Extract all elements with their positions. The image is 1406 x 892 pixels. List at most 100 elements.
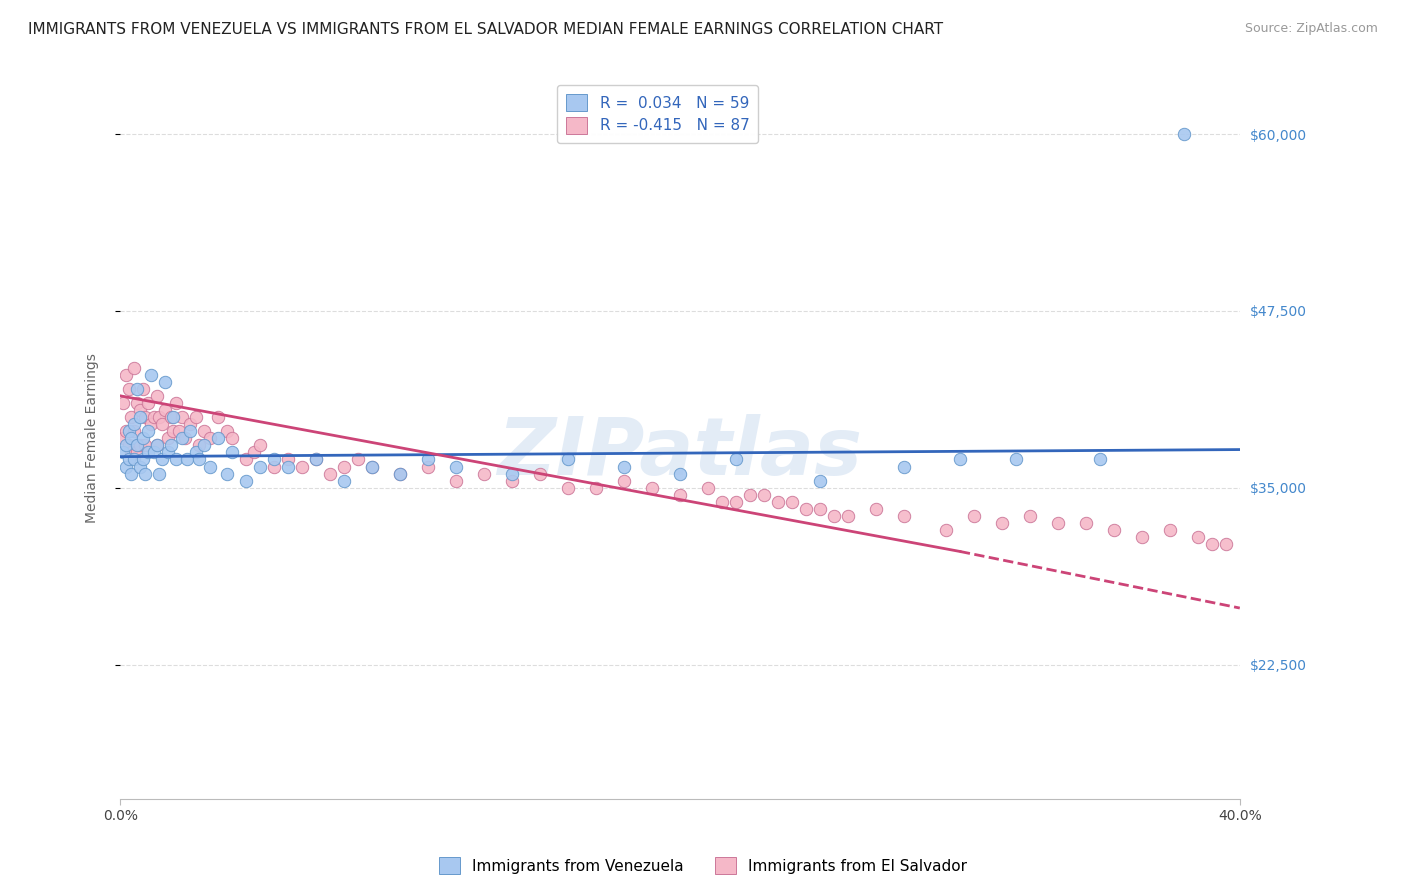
Point [170,431,193,445]
Point [557,481,579,495]
Point [935,523,957,537]
Point [125,445,148,459]
Point [128,459,150,474]
Point [808,474,831,488]
Point [122,452,145,467]
Point [117,452,139,467]
Point [243,445,266,459]
Point [179,424,201,438]
Point [139,368,162,382]
Point [557,452,579,467]
Point [148,410,170,425]
Point [153,403,176,417]
Point [114,368,136,382]
Point [215,467,238,481]
Point [184,410,207,425]
Point [136,424,159,438]
Point [136,396,159,410]
Point [613,459,636,474]
Point [235,452,257,467]
Point [444,459,467,474]
Point [724,495,747,509]
Point [291,459,314,474]
Point [710,495,733,509]
Point [134,467,156,481]
Point [837,509,859,524]
Point [159,410,181,425]
Point [117,382,139,396]
Point [1018,509,1040,524]
Point [148,467,170,481]
Point [808,502,831,516]
Point [162,424,184,438]
Point [156,445,179,459]
Point [134,410,156,425]
Point [128,410,150,425]
Point [416,459,439,474]
Point [165,452,187,467]
Point [277,459,299,474]
Text: Source: ZipAtlas.com: Source: ZipAtlas.com [1244,22,1378,36]
Point [120,467,142,481]
Point [131,382,153,396]
Point [333,459,356,474]
Point [193,438,215,452]
Point [128,438,150,452]
Point [1173,127,1195,141]
Point [949,452,972,467]
Point [738,488,761,502]
Point [125,396,148,410]
Point [305,452,328,467]
Point [1074,516,1097,530]
Point [153,375,176,389]
Point [389,467,412,481]
Point [187,438,209,452]
Point [221,445,243,459]
Point [125,382,148,396]
Point [361,459,384,474]
Point [529,467,551,481]
Point [347,452,370,467]
Point [766,495,789,509]
Point [165,396,187,410]
Point [780,495,803,509]
Point [131,452,153,467]
Point [1130,530,1153,544]
Point [752,488,775,502]
Point [117,424,139,438]
Point [444,474,467,488]
Point [333,474,356,488]
Point [794,502,817,516]
Point [176,452,198,467]
Point [215,424,238,438]
Point [198,431,221,445]
Point [145,438,167,452]
Point [179,417,201,431]
Point [136,445,159,459]
Point [893,509,915,524]
Point [193,424,215,438]
Point [173,431,195,445]
Point [263,459,285,474]
Point [120,445,142,459]
Point [263,452,285,467]
Point [389,467,412,481]
Point [134,438,156,452]
Point [111,431,134,445]
Point [277,452,299,467]
Point [501,474,523,488]
Point [114,459,136,474]
Point [117,438,139,452]
Point [162,410,184,425]
Point [1201,537,1223,551]
Point [184,445,207,459]
Text: IMMIGRANTS FROM VENEZUELA VS IMMIGRANTS FROM EL SALVADOR MEDIAN FEMALE EARNINGS : IMMIGRANTS FROM VENEZUELA VS IMMIGRANTS … [28,22,943,37]
Point [207,431,229,445]
Point [1046,516,1069,530]
Point [235,474,257,488]
Point [641,481,664,495]
Point [125,438,148,452]
Point [128,403,150,417]
Point [585,481,607,495]
Point [122,360,145,375]
